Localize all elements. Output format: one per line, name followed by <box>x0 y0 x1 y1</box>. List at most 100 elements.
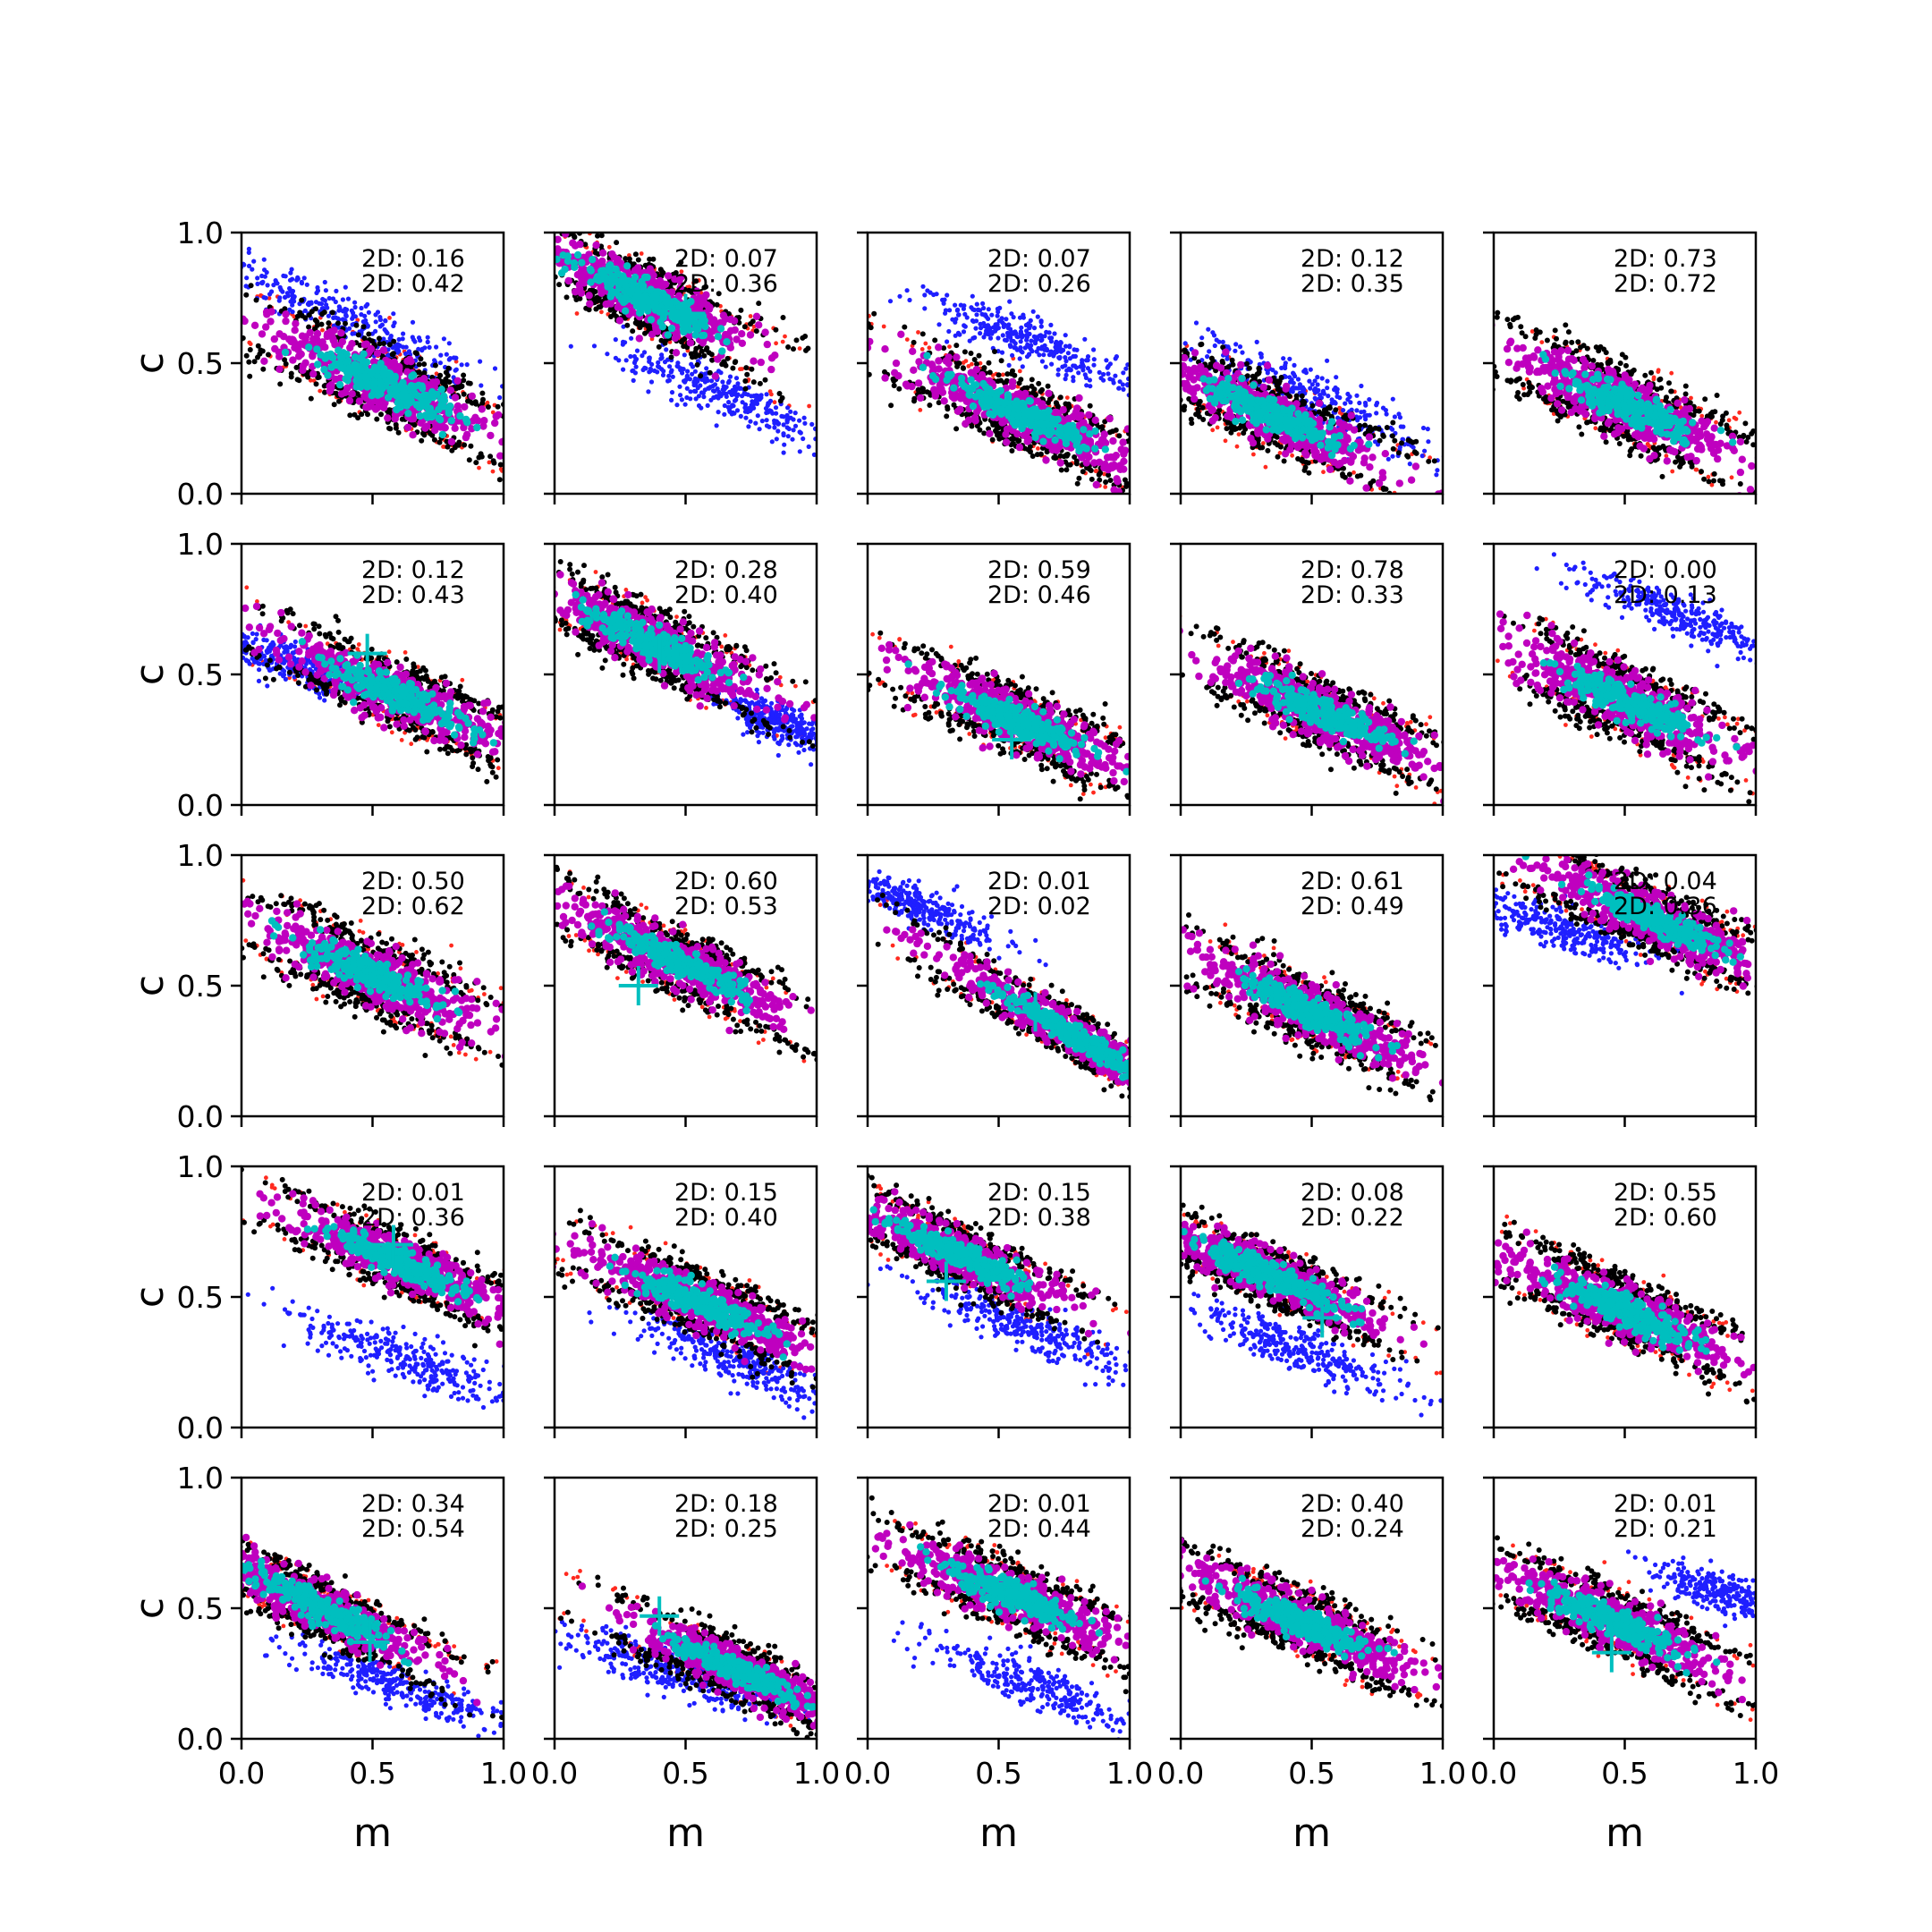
scatter-point <box>336 398 342 404</box>
scatter-point <box>555 255 561 264</box>
scatter-point <box>251 258 257 264</box>
scatter-point <box>1041 352 1046 358</box>
scatter-point <box>215 303 219 308</box>
scatter-point <box>684 386 690 391</box>
scatter-point <box>922 292 928 298</box>
scatter-point <box>732 384 738 389</box>
scatter-point <box>347 412 353 419</box>
scatter-point <box>877 454 881 459</box>
scatter-point <box>465 380 471 386</box>
scatter-point <box>1045 389 1053 397</box>
scatter-point <box>406 349 412 354</box>
scatter-point <box>1287 356 1292 361</box>
scatter-point <box>308 377 313 383</box>
scatter-point <box>981 365 987 371</box>
scatter-point <box>1467 475 1471 479</box>
scatter-point <box>1183 507 1189 513</box>
scatter-point <box>911 398 917 404</box>
scatter-point <box>478 359 483 364</box>
scatter-point <box>530 251 538 258</box>
scatter-point <box>1261 441 1266 445</box>
scatter-point <box>981 305 987 311</box>
scatter-point <box>502 189 506 193</box>
scatter-point <box>506 393 512 398</box>
scatter-point <box>1080 426 1088 434</box>
scatter-point <box>1044 346 1049 352</box>
scatter-point <box>329 309 335 316</box>
scatter-point <box>250 267 255 272</box>
scatter-point <box>774 341 778 346</box>
scatter-point <box>459 362 464 368</box>
scatter-point <box>445 409 453 418</box>
scatter-point <box>578 258 586 267</box>
scatter-point <box>915 386 921 393</box>
scatter-point <box>443 377 449 382</box>
y-tick-label: 1.0 <box>177 216 224 250</box>
scatter-point <box>748 314 753 318</box>
scatter-point <box>783 334 787 339</box>
scatter-point <box>479 383 484 388</box>
scatter-point <box>260 357 268 365</box>
scatter-point <box>992 393 1001 401</box>
scatter-point <box>232 250 236 255</box>
scatter-point <box>459 383 465 389</box>
scatter-point <box>387 407 394 413</box>
scatter-point <box>451 355 456 360</box>
scatter-point <box>824 428 828 432</box>
scatter-point <box>251 359 258 365</box>
scatter-point <box>639 251 644 256</box>
scatter-point <box>531 428 537 434</box>
scatter-point <box>1145 439 1149 444</box>
scatter-point <box>746 331 755 339</box>
scatter-point <box>803 347 809 353</box>
scatter-point <box>1029 338 1034 343</box>
scatter-point <box>919 363 928 371</box>
scatter-point <box>1196 454 1200 459</box>
scatter-point <box>496 235 503 242</box>
scatter-point <box>1148 500 1153 505</box>
scatter-point <box>1102 471 1106 477</box>
scatter-point <box>232 266 236 270</box>
scatter-point <box>1144 440 1149 445</box>
scatter-point <box>461 377 467 384</box>
scatter-point <box>243 292 250 298</box>
scatter-point <box>552 219 559 226</box>
scatter-point <box>1088 369 1093 374</box>
scatter-point <box>953 302 958 308</box>
scatter-point <box>585 433 589 437</box>
scatter-point <box>843 414 849 419</box>
scatter-point <box>1056 355 1062 360</box>
scatter-point <box>1087 377 1092 383</box>
scatter-point <box>1411 496 1416 500</box>
scatter-point <box>446 357 452 362</box>
scatter-point <box>1030 309 1036 314</box>
scatter-point <box>484 236 488 241</box>
scatter-point <box>1152 386 1157 391</box>
scatter-point <box>748 419 753 424</box>
scatter-point <box>953 317 959 322</box>
scatter-point <box>946 328 952 335</box>
scatter-point <box>774 419 779 424</box>
scatter-point <box>1097 470 1104 476</box>
scatter-point <box>801 415 807 420</box>
scatter-point <box>473 460 479 466</box>
scatter-point <box>1046 400 1051 406</box>
scatter-point <box>509 471 514 477</box>
scatter-point <box>961 329 967 335</box>
scatter-point <box>797 449 802 454</box>
scatter-point <box>467 398 473 404</box>
scatter-point <box>280 333 288 341</box>
scatter-point <box>942 297 947 302</box>
scatter-point <box>582 242 589 248</box>
scatter-point <box>281 348 290 357</box>
scatter-point <box>406 355 414 364</box>
scatter-point <box>445 444 451 450</box>
scatter-point <box>755 321 763 329</box>
scatter-point <box>754 397 759 402</box>
scatter-point <box>1101 371 1106 377</box>
scatter-point <box>390 378 398 387</box>
scatter-point <box>852 317 857 321</box>
scatter-point <box>337 305 343 310</box>
scatter-point <box>318 388 323 394</box>
scatter-point <box>540 216 546 222</box>
